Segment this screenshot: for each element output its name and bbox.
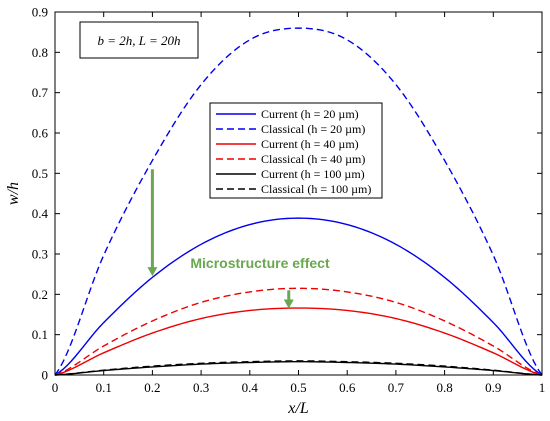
- effect-arrow-head: [147, 267, 158, 277]
- series-line-3: [54, 307, 543, 376]
- y-tick-label: 0.3: [32, 247, 48, 262]
- series-line-1: [54, 217, 543, 376]
- y-tick-label: 0.1: [32, 327, 48, 342]
- x-tick-label: 0.4: [242, 380, 259, 395]
- effect-arrow-head: [283, 299, 294, 309]
- y-axis-label: w/h: [5, 182, 22, 205]
- x-tick-label: 0.1: [96, 380, 112, 395]
- microstructure-effect-label: Microstructure effect: [190, 255, 330, 271]
- legend-frame: [209, 102, 383, 199]
- x-tick-label: 0.8: [436, 380, 452, 395]
- y-tick-label: 0.7: [32, 85, 49, 100]
- legend: Current (h = 20 µm)Classical (h = 20 µm)…: [209, 102, 383, 199]
- y-tick-label: 0.4: [32, 206, 49, 221]
- x-tick-label: 0.9: [485, 380, 501, 395]
- series-line-6: [54, 360, 543, 376]
- legend-label: Current (h = 20 µm): [261, 107, 359, 121]
- parameter-note-text: b = 2h, L = 20h: [97, 33, 180, 48]
- legend-label: Classical (h = 20 µm): [261, 122, 365, 136]
- legend-label: Classical (h = 40 µm): [261, 152, 365, 166]
- y-tick-label: 0.6: [32, 126, 49, 141]
- x-tick-label: 0.5: [290, 380, 306, 395]
- y-tick-label: 0: [42, 368, 49, 383]
- legend-label: Classical (h = 100 µm): [261, 182, 371, 196]
- x-tick-label: 0.6: [339, 380, 356, 395]
- x-axis-label: x/L: [287, 400, 309, 417]
- series-line-2: [54, 27, 543, 376]
- y-axis-ticks: 0 0.1 0.2 0.3 0.4 0.5 0.6 0.7 0.8 0.9: [32, 5, 542, 383]
- x-tick-label: 0.7: [388, 380, 405, 395]
- microstructure-annotation: Microstructure effect: [147, 169, 330, 309]
- y-tick-label: 0.5: [32, 166, 48, 181]
- x-tick-label: 0.2: [144, 380, 160, 395]
- x-tick-label: 0: [52, 380, 59, 395]
- y-tick-label: 0.9: [32, 5, 48, 20]
- parameter-note-frame: [79, 21, 199, 59]
- y-tick-label: 0.2: [32, 287, 48, 302]
- x-tick-label: 0.3: [193, 380, 209, 395]
- x-tick-label: 1: [539, 380, 546, 395]
- series-lines: [54, 27, 543, 376]
- y-tick-label: 0.8: [32, 45, 48, 60]
- series-line-4: [54, 287, 543, 376]
- legend-label: Current (h = 100 µm): [261, 167, 365, 181]
- parameter-note-box: b = 2h, L = 20h: [79, 21, 199, 59]
- legend-label: Current (h = 40 µm): [261, 137, 359, 151]
- x-axis-ticks: 0 0.1 0.2 0.3 0.4 0.5 0.6 0.7 0.8 0.9 1: [52, 12, 546, 395]
